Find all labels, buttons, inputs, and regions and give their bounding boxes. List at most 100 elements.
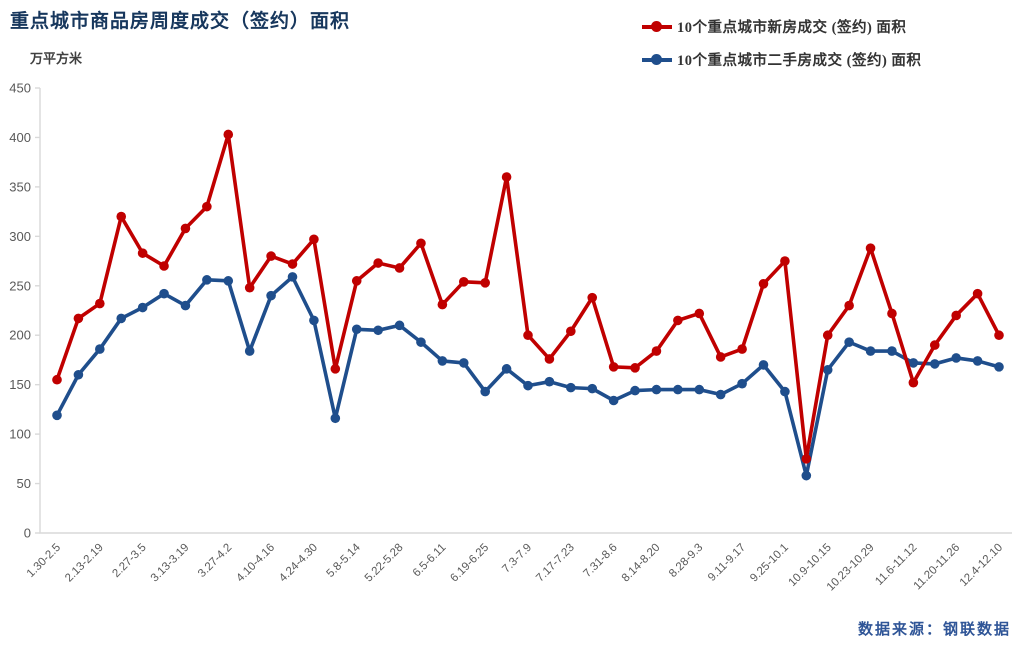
data-point-secondhand (309, 315, 319, 326)
data-point-secondhand (202, 275, 212, 285)
data-point-new-homes (887, 308, 897, 319)
data-point-new-homes (458, 277, 469, 287)
data-point-secondhand (180, 300, 191, 311)
legend-marker-new-homes-icon (642, 21, 672, 32)
data-point-new-homes (416, 238, 426, 249)
x-axis-label: 6.19-6.25 (448, 542, 491, 585)
y-axis-label: 0 (24, 526, 31, 541)
y-axis-label: 300 (9, 229, 31, 244)
y-axis-label: 50 (17, 476, 31, 491)
y-axis-label: 400 (9, 130, 31, 145)
data-point-secondhand (437, 356, 448, 366)
x-axis-label: 3.13-3.19 (149, 542, 192, 585)
data-point-new-homes (822, 330, 833, 341)
data-point-secondhand (266, 290, 276, 301)
data-point-new-homes (758, 279, 769, 289)
data-point-new-homes (244, 282, 255, 293)
y-axis-label: 150 (9, 377, 31, 392)
data-point-secondhand (394, 320, 405, 331)
data-point-new-homes (373, 258, 383, 268)
data-point-secondhand (95, 344, 105, 354)
data-point-secondhand (244, 346, 255, 356)
data-point-secondhand (373, 325, 383, 336)
x-axis-label: 2.27-3.5 (110, 542, 148, 580)
x-axis-label: 2.13-2.19 (63, 542, 106, 585)
data-point-secondhand (780, 386, 790, 397)
y-axis-label: 250 (9, 278, 31, 293)
legend-marker-secondhand-icon (642, 54, 672, 65)
data-point-new-homes (908, 377, 919, 388)
data-point-secondhand (458, 358, 469, 368)
x-axis-label: 8.28-9.3 (667, 542, 705, 580)
data-point-new-homes (651, 346, 662, 356)
data-point-secondhand (116, 313, 127, 324)
data-point-secondhand (480, 386, 490, 397)
x-axis-label: 12.4-12.10 (958, 542, 1005, 589)
data-point-secondhand (330, 413, 341, 424)
data-point-secondhand (929, 359, 940, 369)
x-axis-label: 3.27-4.2 (196, 542, 234, 580)
y-axis-label: 450 (9, 81, 31, 96)
data-point-new-homes (287, 259, 298, 269)
data-point-secondhand (223, 276, 234, 286)
data-point-new-homes (929, 340, 940, 350)
data-point-new-homes (694, 308, 705, 319)
data-point-secondhand (544, 376, 555, 387)
series-line-secondhand (55, 275, 1001, 478)
data-point-new-homes (480, 278, 490, 288)
y-axis-label: 100 (9, 427, 31, 442)
data-point-new-homes (951, 310, 961, 321)
data-point-secondhand (758, 360, 769, 370)
x-axis-label: 8.14-8.20 (620, 542, 663, 585)
data-point-new-homes (780, 256, 790, 266)
data-point-secondhand (822, 365, 833, 375)
data-point-new-homes (437, 299, 448, 310)
x-axis-label: 1.30-2.5 (25, 542, 63, 580)
data-point-secondhand (972, 356, 983, 366)
data-point-secondhand (887, 346, 897, 356)
data-point-secondhand (351, 324, 362, 335)
data-point-new-homes (159, 261, 169, 271)
data-point-secondhand (587, 383, 598, 394)
data-point-secondhand (715, 389, 726, 400)
y-axis-label: 350 (9, 179, 31, 194)
data-point-new-homes (801, 454, 812, 464)
x-axis-label: 11.20-11.26 (912, 542, 963, 593)
legend-item-secondhand: 10个重点城市二手房成交 (签约) 面积 (642, 49, 921, 70)
data-point-new-homes (73, 313, 84, 324)
x-axis-label: 7.31-8.6 (581, 542, 619, 580)
data-point-secondhand (801, 470, 812, 481)
data-point-new-homes (501, 172, 512, 182)
data-point-secondhand (287, 272, 298, 282)
data-point-secondhand (844, 337, 854, 347)
data-point-secondhand (608, 395, 619, 406)
legend-item-new-homes: 10个重点城市新房成交 (签约) 面积 (642, 16, 921, 37)
data-point-new-homes (266, 251, 276, 261)
legend: 10个重点城市新房成交 (签约) 面积 10个重点城市二手房成交 (签约) 面积 (642, 16, 921, 70)
data-point-secondhand (994, 362, 1004, 372)
data-point-secondhand (52, 410, 62, 421)
data-point-new-homes (673, 315, 683, 326)
data-point-secondhand (673, 384, 683, 395)
data-point-new-homes (608, 362, 619, 372)
data-point-secondhand (159, 288, 169, 299)
x-axis-label: 11.6-11.12 (873, 542, 919, 588)
data-point-secondhand (951, 353, 961, 363)
x-axis-label: 7.17-7.23 (534, 542, 577, 585)
data-point-new-homes (52, 374, 62, 385)
data-point-new-homes (394, 263, 405, 273)
data-point-secondhand (694, 384, 705, 395)
series-line-new-homes (55, 132, 1001, 461)
chart-title: 重点城市商品房周度成交（签约）面积 (10, 11, 351, 32)
x-axis-label: 6.5-6.11 (411, 542, 449, 580)
data-point-new-homes (223, 129, 234, 140)
data-point-new-homes (95, 298, 105, 309)
data-point-new-homes (351, 276, 362, 286)
x-axis-label: 4.10-4.16 (234, 542, 277, 585)
x-axis-label: 9.11-9.17 (706, 542, 748, 584)
legend-label-secondhand: 10个重点城市二手房成交 (签约) 面积 (677, 53, 922, 69)
data-point-new-homes (630, 363, 640, 373)
data-point-new-homes (865, 243, 876, 253)
